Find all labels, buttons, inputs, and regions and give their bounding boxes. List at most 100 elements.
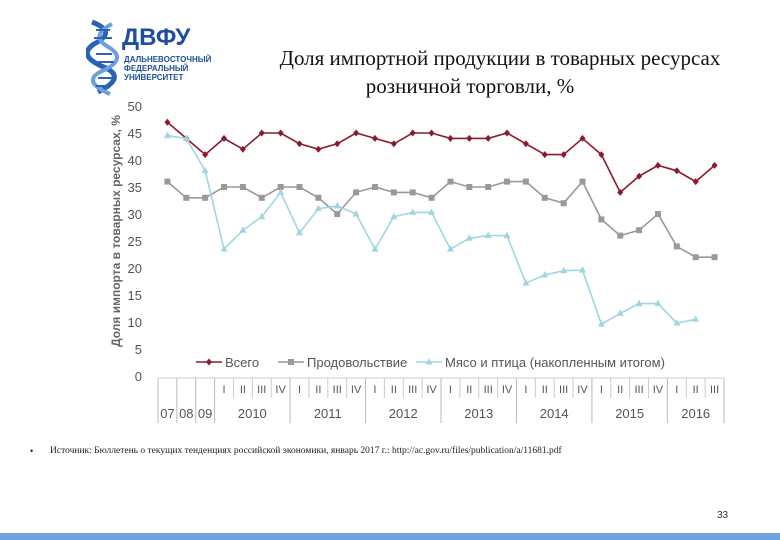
data-point — [692, 178, 699, 186]
data-point — [182, 134, 190, 141]
x-year-label: 2012 — [389, 406, 418, 421]
y-tick-label: 35 — [128, 180, 142, 195]
data-point — [560, 266, 568, 274]
data-point — [371, 245, 379, 252]
data-point — [522, 178, 529, 185]
x-year-label: 2016 — [681, 406, 710, 421]
x-quarter-label: I — [298, 384, 301, 396]
series-line — [166, 180, 715, 258]
x-quarter-label: I — [524, 384, 527, 396]
data-point — [390, 140, 397, 148]
series-line — [166, 121, 716, 194]
data-point — [334, 140, 341, 148]
data-point — [541, 271, 549, 278]
data-point — [258, 129, 265, 137]
data-point — [371, 134, 378, 142]
data-point — [183, 194, 190, 201]
data-point — [541, 151, 548, 159]
university-logo: ДВФУ ДАЛЬНЕВОСТОЧНЫЙ ФЕДЕРАЛЬНЫЙ УНИВЕРС… — [84, 18, 211, 98]
line-chart: Доля импорта в товарных ресурсах, % 0 5 10 1… — [109, 99, 725, 423]
x-quarter-label: IV — [351, 384, 362, 396]
data-point — [597, 320, 605, 327]
x-quarter-label: III — [257, 384, 266, 396]
logo-subline: УНИВЕРСИТЕТ — [124, 73, 184, 82]
chart: Доля импорта в товарных ресурсах, % 0 5 10 1… — [98, 98, 730, 423]
data-point — [579, 178, 586, 185]
data-point — [484, 231, 492, 239]
data-point — [673, 167, 680, 175]
x-quarter-label: II — [240, 384, 246, 396]
x-quarter-label: II — [693, 384, 699, 396]
data-point — [636, 172, 643, 180]
data-point — [239, 226, 247, 233]
x-quarter-label: III — [635, 384, 644, 396]
x-quarter-label: III — [333, 384, 342, 396]
data-point — [504, 129, 511, 137]
data-point — [485, 134, 492, 142]
x-quarter-label: II — [617, 384, 623, 396]
x-quarter-label: I — [449, 384, 452, 396]
data-point — [409, 208, 417, 215]
data-point — [277, 129, 284, 137]
x-quarter-label: II — [315, 384, 321, 396]
data-point — [353, 129, 360, 137]
data-point — [504, 178, 511, 185]
data-point — [221, 184, 228, 190]
data-point — [163, 131, 171, 139]
data-point — [654, 161, 661, 169]
data-point — [447, 134, 454, 142]
legend-label: Всего — [225, 355, 259, 370]
y-tick-label: 0 — [135, 369, 142, 384]
dna-helix-icon — [84, 19, 120, 96]
x-year-label: 2013 — [464, 406, 493, 421]
y-tick-label: 25 — [128, 234, 142, 249]
data-point — [164, 178, 171, 185]
slide-title-line: розничной торговли, % — [365, 74, 575, 98]
x-quarter-label: IV — [653, 384, 664, 396]
data-point — [390, 212, 398, 220]
y-tick-label: 20 — [128, 261, 142, 276]
slide-title-line: Доля импортной продукции в товарных ресу… — [279, 46, 721, 70]
page-number: 33 — [717, 510, 729, 521]
x-tick-label: 07 — [160, 406, 174, 421]
x-quarter-label: IV — [577, 384, 588, 396]
legend-swatch-marker — [288, 359, 294, 365]
data-point — [522, 140, 529, 148]
x-year-label: 2010 — [238, 406, 267, 421]
data-point — [277, 184, 284, 190]
x-quarter-label: IV — [502, 384, 513, 396]
y-tick-label: 10 — [128, 315, 142, 330]
data-point — [560, 200, 567, 207]
data-point — [541, 194, 548, 201]
data-point — [258, 212, 266, 220]
data-point — [654, 211, 661, 217]
data-point — [636, 227, 643, 234]
x-quarter-label: IV — [275, 384, 286, 396]
data-point — [466, 134, 473, 142]
data-point — [598, 216, 605, 223]
data-point — [314, 204, 322, 212]
data-point — [334, 211, 341, 217]
data-point — [503, 231, 511, 239]
data-point — [673, 319, 681, 326]
x-year-label: 2011 — [314, 406, 342, 421]
y-tick-label: 15 — [128, 288, 142, 303]
data-point — [428, 208, 436, 215]
data-point — [428, 129, 435, 137]
data-point — [579, 266, 586, 273]
data-point — [428, 194, 435, 201]
footer-bar — [0, 533, 780, 540]
data-point — [353, 189, 360, 196]
x-quarter-label: II — [466, 384, 472, 396]
data-point — [579, 134, 586, 142]
x-quarter-label: I — [675, 384, 678, 396]
series-line — [167, 134, 696, 326]
data-point — [465, 234, 473, 241]
data-point — [164, 118, 171, 126]
data-point — [258, 194, 265, 201]
data-point — [352, 210, 360, 217]
data-point — [692, 254, 699, 261]
x-quarter-label: III — [559, 384, 568, 396]
x-year-label: 2015 — [615, 406, 644, 421]
data-point — [617, 188, 624, 196]
